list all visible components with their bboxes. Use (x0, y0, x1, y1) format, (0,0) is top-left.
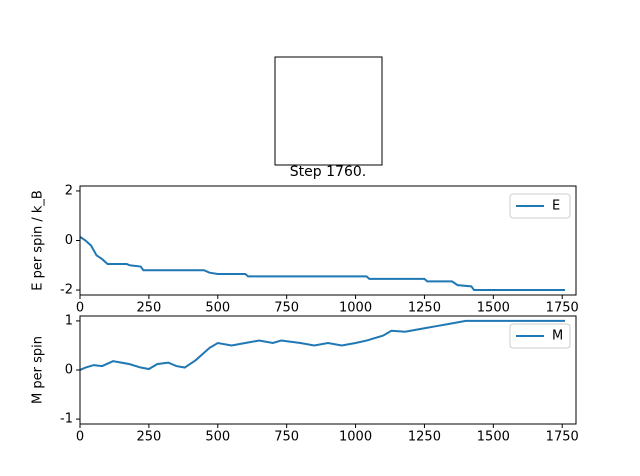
y-tick-label: 0 (65, 233, 73, 248)
x-tick-label: 250 (136, 301, 161, 316)
x-tick-label: 1750 (546, 301, 579, 316)
x-tick-label: 750 (274, 430, 299, 445)
x-tick-label: 1250 (408, 301, 441, 316)
x-tick-label: 1000 (339, 301, 372, 316)
legend-label: E (552, 199, 560, 214)
y-tick-label: 1 (65, 313, 73, 328)
x-tick-label: 500 (205, 430, 230, 445)
x-tick-label: 1500 (477, 301, 510, 316)
y-axis-label: M per spin (31, 336, 46, 404)
data-line (80, 235, 565, 292)
data-line (80, 319, 565, 371)
x-tick-label: 1500 (477, 430, 510, 445)
chart-title: Step 1760. (290, 164, 366, 180)
x-tick-label: 1750 (546, 430, 579, 445)
image-box (274, 56, 383, 166)
y-axis-label: E per spin / k_B (31, 190, 46, 291)
x-tick-label: 0 (76, 301, 84, 316)
x-tick-label: 250 (136, 430, 161, 445)
y-tick-label: -2 (60, 283, 73, 298)
x-tick-label: 1250 (408, 430, 441, 445)
y-tick-label: 2 (65, 183, 73, 198)
x-tick-label: 500 (205, 301, 230, 316)
axes-frame (79, 315, 577, 425)
x-tick-label: 750 (274, 301, 299, 316)
axes-frame (79, 185, 577, 296)
x-tick-label: 1000 (339, 430, 372, 445)
y-tick-label: 0 (65, 363, 73, 378)
legend-label: M (552, 329, 563, 344)
y-tick-label: -1 (60, 412, 73, 427)
x-tick-label: 0 (76, 430, 84, 445)
